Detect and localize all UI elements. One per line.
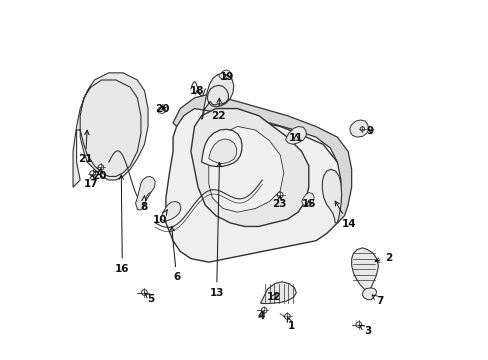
Circle shape (360, 127, 364, 131)
Polygon shape (260, 282, 296, 303)
Text: 17: 17 (84, 175, 99, 189)
Text: 8: 8 (140, 196, 147, 212)
Circle shape (261, 307, 266, 313)
Text: 11: 11 (288, 133, 303, 143)
Text: 23: 23 (272, 196, 286, 209)
Polygon shape (322, 169, 341, 223)
Circle shape (355, 322, 361, 328)
Text: 12: 12 (266, 292, 281, 302)
Text: 19: 19 (220, 72, 234, 82)
Circle shape (284, 314, 290, 319)
Polygon shape (190, 109, 308, 226)
Polygon shape (165, 102, 344, 262)
Text: 9: 9 (366, 126, 373, 136)
Text: 5: 5 (144, 293, 154, 303)
Circle shape (98, 165, 103, 170)
Text: 20: 20 (92, 168, 107, 181)
Text: 1: 1 (286, 318, 294, 332)
Polygon shape (362, 288, 376, 300)
Text: 15: 15 (301, 199, 315, 209)
Polygon shape (157, 107, 165, 113)
Polygon shape (285, 126, 305, 144)
Text: 14: 14 (334, 201, 355, 229)
Polygon shape (201, 73, 233, 119)
Polygon shape (160, 202, 181, 221)
Polygon shape (351, 248, 378, 293)
Polygon shape (201, 129, 242, 166)
Text: 10: 10 (153, 210, 167, 225)
Text: 4: 4 (258, 311, 265, 321)
Circle shape (277, 192, 283, 198)
Text: 21: 21 (78, 130, 93, 164)
Text: 22: 22 (211, 98, 225, 121)
Text: 16: 16 (115, 175, 129, 274)
Circle shape (90, 171, 95, 176)
Polygon shape (73, 73, 148, 187)
Text: 7: 7 (371, 295, 383, 306)
Polygon shape (208, 126, 283, 212)
Text: 2: 2 (374, 253, 392, 263)
Polygon shape (173, 94, 351, 223)
Polygon shape (208, 139, 236, 163)
Text: 6: 6 (169, 227, 180, 282)
Polygon shape (301, 193, 313, 206)
Text: 13: 13 (209, 162, 224, 297)
Text: 3: 3 (358, 325, 370, 336)
Polygon shape (349, 120, 368, 137)
Polygon shape (135, 176, 155, 210)
Circle shape (142, 290, 147, 296)
Text: 20: 20 (155, 104, 169, 114)
Text: 18: 18 (190, 86, 204, 96)
Polygon shape (218, 70, 231, 79)
